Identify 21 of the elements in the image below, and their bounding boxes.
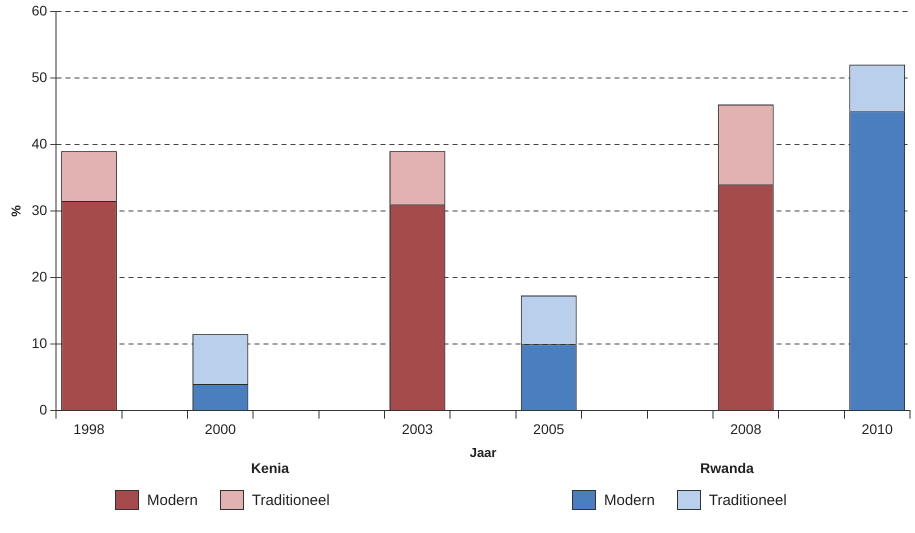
x-tick-label: 2003: [402, 420, 434, 437]
y-tick-label: 50: [32, 68, 48, 85]
y-tick-label: 10: [32, 334, 48, 351]
x-tick-label: 1998: [73, 420, 105, 437]
legend-label: Traditioneel: [252, 492, 330, 508]
x-tick-label: 2005: [533, 420, 565, 437]
x-tick-label: 2010: [862, 420, 893, 437]
x-axis-title: Jaar: [470, 444, 496, 460]
text: Rwanda: [699, 460, 755, 476]
x-tick-label: 2008: [730, 420, 762, 437]
legend-label: Traditioneel: [708, 492, 787, 508]
y-tick-label: 60: [32, 2, 48, 18]
y-axis-title: %: [8, 204, 24, 217]
y-tick-label: 30: [32, 202, 48, 218]
y-tick-label: 40: [32, 135, 48, 152]
legend-label: Modern: [147, 492, 198, 508]
y-tick-label: 0: [39, 401, 48, 418]
text: Kenia: [250, 460, 290, 476]
x-tick-label: 2000: [204, 420, 236, 437]
y-tick-label: 20: [32, 268, 48, 284]
legend-label: Modern: [604, 492, 655, 508]
